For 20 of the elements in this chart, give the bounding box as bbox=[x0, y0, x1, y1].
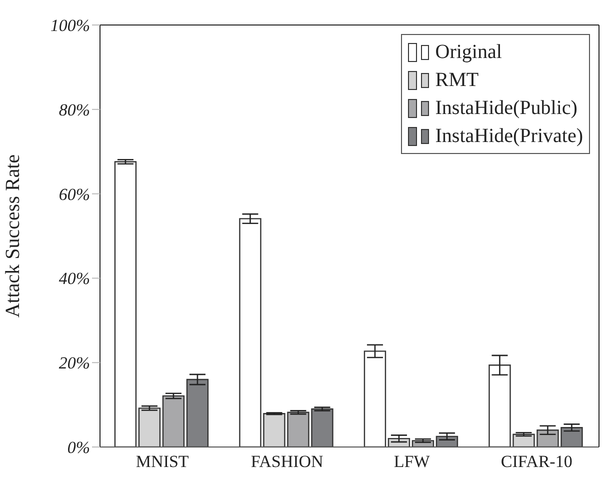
y-tick-label: 100% bbox=[50, 16, 90, 36]
legend-label: RMT bbox=[435, 68, 479, 92]
legend-label: InstaHide(Private) bbox=[435, 124, 583, 148]
y-tick-label: 40% bbox=[58, 269, 90, 288]
bar bbox=[186, 378, 209, 447]
x-tick-label: LFW bbox=[394, 452, 431, 472]
y-tick-label: 0% bbox=[67, 438, 90, 458]
bar bbox=[162, 395, 185, 447]
x-tick-label: MNIST bbox=[136, 452, 190, 472]
bar bbox=[364, 350, 386, 447]
y-tick-label: 60% bbox=[58, 184, 90, 204]
legend-label: InstaHide(Public) bbox=[435, 96, 578, 120]
bar bbox=[138, 408, 161, 447]
bar bbox=[114, 161, 137, 447]
y-tick-label: 80% bbox=[58, 100, 90, 120]
y-tick-label: 20% bbox=[58, 354, 90, 373]
y-axis-title: Attack Success Rate bbox=[2, 154, 24, 318]
x-tick-label: FASHION bbox=[250, 452, 324, 472]
x-tick-label: CIFAR-10 bbox=[500, 452, 572, 472]
legend-label: Original bbox=[435, 40, 502, 64]
